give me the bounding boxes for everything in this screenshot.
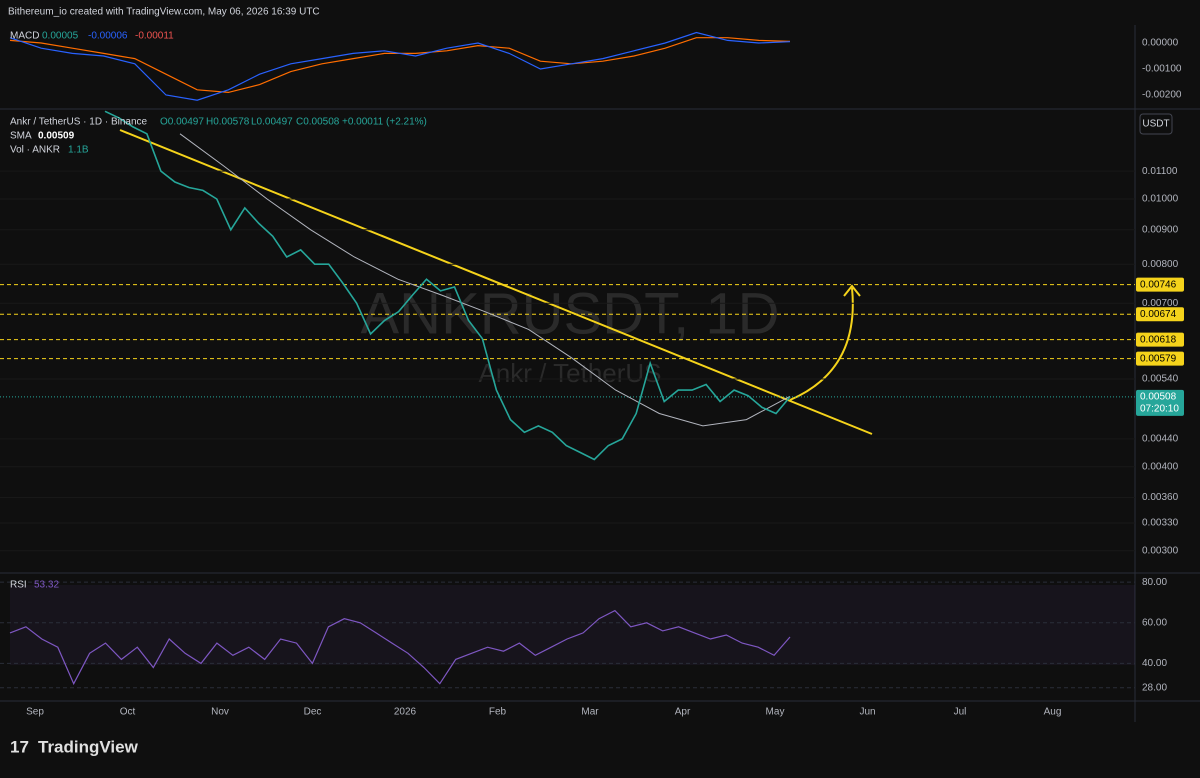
brand: TradingView	[38, 737, 139, 756]
last-price-label: 0.00508	[1140, 392, 1177, 403]
sma-line	[179, 133, 791, 427]
x-tick-label: Nov	[211, 707, 229, 718]
y-tick-label: 0.00300	[1142, 545, 1179, 556]
arrow-head	[843, 284, 861, 297]
x-tick-label: Apr	[675, 707, 691, 718]
y-tick-label: 0.00360	[1142, 492, 1179, 503]
macd-value: 0.00005	[42, 31, 79, 42]
x-tick-label: 2026	[394, 707, 417, 718]
header: Bithereum_io created with TradingView.co…	[8, 7, 320, 18]
signal-value: -0.00006	[88, 31, 128, 42]
macd-line	[9, 31, 791, 101]
x-tick-label: Feb	[489, 707, 507, 718]
x-tick-label: Jun	[859, 707, 875, 718]
x-tick-label: May	[766, 707, 785, 718]
x-tick-label: Aug	[1044, 707, 1062, 718]
x-tick-label: Sep	[26, 707, 44, 718]
y-tick-label: 28.00	[1142, 682, 1167, 693]
legend-low: L0.00497	[251, 117, 293, 128]
vol-label: Vol · ANKR	[10, 145, 60, 156]
x-tick-label: Dec	[304, 707, 322, 718]
y-tick-label: 0.01100	[1142, 166, 1178, 177]
last-price-tag	[1136, 389, 1184, 416]
legend-symbol: Ankr / TetherUS · 1D · Binance	[10, 117, 148, 128]
currency: USDT	[1142, 119, 1169, 130]
y-tick-label: 0.01000	[1142, 194, 1179, 205]
y-tick-label: 0.00330	[1142, 518, 1179, 529]
y-tick-label: 0.00400	[1142, 461, 1179, 472]
rsi-band	[10, 585, 1135, 665]
countdown: 07:20:10	[1140, 404, 1179, 415]
legend-open: O0.00497	[160, 117, 204, 128]
x-tick-label: Oct	[120, 707, 136, 718]
logo-icon: 17	[10, 737, 29, 756]
vol-value: 1.1B	[68, 145, 89, 156]
trendline	[119, 129, 873, 435]
y-tick-label: 80.00	[1142, 577, 1167, 588]
legend-close: C0.00508	[296, 117, 340, 128]
y-tick-label: 0.00700	[1142, 298, 1179, 309]
y-tick-label: 60.00	[1142, 617, 1167, 628]
watermark-sub: Ankr / TetherUS	[478, 358, 661, 388]
rsi-line	[9, 609, 791, 686]
projection-arrow	[789, 287, 854, 401]
level-label: 0.00618	[1140, 334, 1177, 345]
level-label: 0.00746	[1140, 279, 1177, 290]
macd-label: MACD	[10, 31, 39, 42]
y-tick-label: 0.00440	[1142, 434, 1179, 445]
level-tag	[1136, 307, 1184, 322]
x-tick-label: Mar	[581, 707, 599, 718]
y-tick-label: -0.00100	[1142, 64, 1182, 75]
level-label: 0.00674	[1140, 309, 1177, 320]
level-label: 0.00579	[1140, 353, 1177, 364]
y-tick-label: -0.00200	[1142, 90, 1182, 101]
currency-box[interactable]	[1139, 113, 1173, 135]
y-tick-label: 40.00	[1142, 658, 1167, 669]
y-tick-label: 0.00000	[1142, 38, 1179, 49]
price-line	[104, 110, 791, 461]
legend-change: +0.00011 (+2.21%)	[342, 117, 427, 128]
sma-label: SMA	[10, 131, 32, 142]
hist-value: -0.00011	[135, 31, 174, 42]
y-tick-label: 0.00540	[1142, 374, 1179, 385]
level-tag	[1136, 332, 1184, 347]
legend-high: H0.00578	[206, 117, 250, 128]
tv-logo: 17	[10, 737, 29, 756]
sma-value: 0.00509	[38, 131, 75, 142]
level-tag	[1136, 277, 1184, 292]
x-tick-label: Jul	[954, 707, 967, 718]
rsi-value: 53.32	[34, 580, 59, 591]
rsi-label: RSI	[10, 580, 27, 591]
y-tick-label: 0.00800	[1142, 259, 1179, 270]
y-tick-label: 0.00900	[1142, 224, 1179, 235]
level-tag	[1136, 351, 1184, 366]
